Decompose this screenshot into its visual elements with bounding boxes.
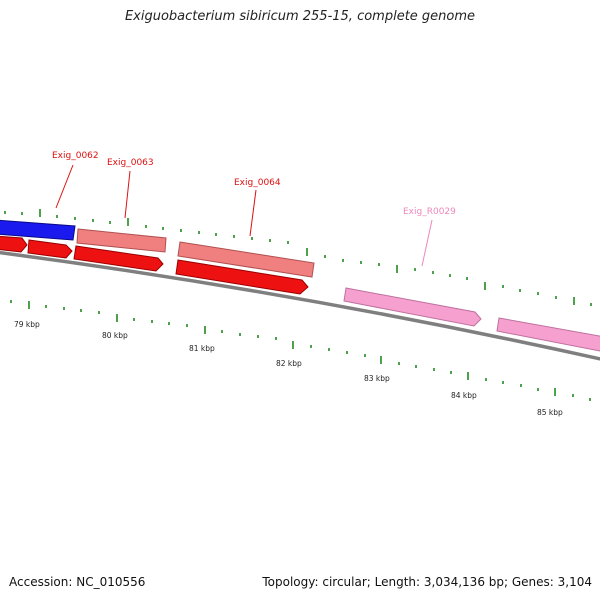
kbp-label-84: 84 kbp xyxy=(451,391,477,400)
gene-reverse-4[interactable] xyxy=(175,259,309,295)
gene-reverse-3[interactable] xyxy=(73,245,164,272)
gene-exig-0064[interactable] xyxy=(177,241,315,278)
gene-exig-r0029[interactable] xyxy=(343,287,482,327)
leader-line-exig-r0029 xyxy=(421,219,433,267)
inner-tick-track xyxy=(10,300,591,401)
gene-reverse-1[interactable] xyxy=(0,235,28,253)
genome-backbone xyxy=(0,250,600,361)
gene-label-exig-0064: Exig_0064 xyxy=(234,178,281,188)
kbp-label-81: 81 kbp xyxy=(189,344,215,353)
gene-reverse-2[interactable] xyxy=(27,239,73,259)
outer-tick-track xyxy=(4,209,592,306)
leader-line-exig-0064 xyxy=(249,189,257,237)
gene-label-exig-0063: Exig_0063 xyxy=(107,158,154,168)
gene-exig-0063[interactable] xyxy=(76,228,167,253)
leader-line-exig-0062 xyxy=(55,164,74,209)
kbp-label-80: 80 kbp xyxy=(102,331,128,340)
gene-exig-0062-blue[interactable] xyxy=(0,219,76,241)
leader-line-exig-0063 xyxy=(124,170,131,219)
map-title: Exiguobacterium sibiricum 255-15, comple… xyxy=(124,9,476,24)
kbp-label-79: 79 kbp xyxy=(14,320,40,329)
gene-label-exig-0062: Exig_0062 xyxy=(52,151,99,161)
gene-rna-2[interactable] xyxy=(496,317,600,352)
kbp-label-85: 85 kbp xyxy=(537,408,563,417)
kbp-label-83: 83 kbp xyxy=(364,374,390,383)
accession-text: Accession: NC_010556 xyxy=(9,575,146,589)
gene-label-exig-r0029: Exig_R0029 xyxy=(403,207,456,217)
kbp-label-82: 82 kbp xyxy=(276,359,302,368)
topology-text: Topology: circular; Length: 3,034,136 bp… xyxy=(262,575,592,589)
